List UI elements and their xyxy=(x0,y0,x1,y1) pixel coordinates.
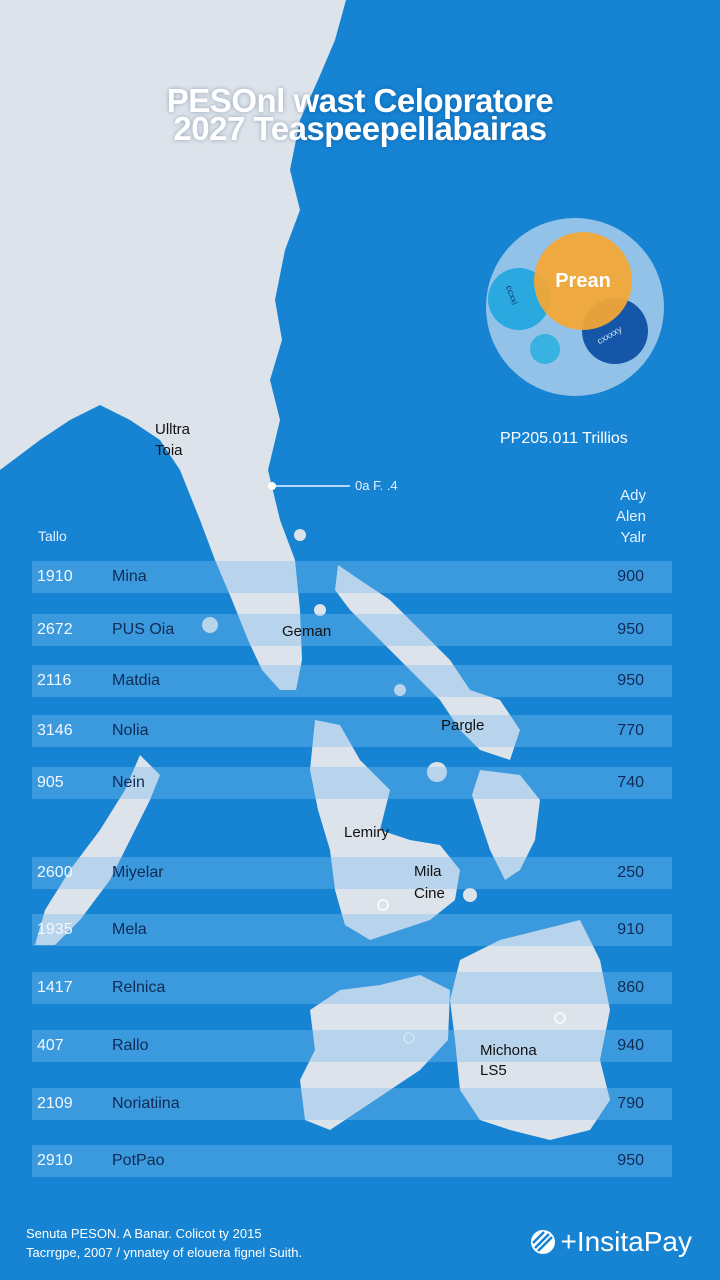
row-name: Matdia xyxy=(112,672,161,689)
row-value: 950 xyxy=(617,672,644,689)
row-band xyxy=(32,1088,672,1120)
table-row: 407 Rallo 940 xyxy=(32,1030,672,1062)
row-value: 770 xyxy=(617,722,644,739)
map-label-michona: Michona xyxy=(480,1042,537,1059)
map-label-lemiry: Lemiry xyxy=(344,824,390,841)
row-name: PUS Oia xyxy=(112,621,175,638)
row-year: 2109 xyxy=(37,1095,73,1112)
total-value: PP205.011 Trillios xyxy=(500,430,628,447)
brand-logo: +InsitaPay xyxy=(530,1226,692,1258)
map-label-mila: Mila xyxy=(414,863,442,880)
header-word: Yalr xyxy=(620,529,646,546)
row-band xyxy=(32,715,672,747)
map-label-toia: Toia xyxy=(155,442,183,459)
row-name: Relnica xyxy=(112,979,166,996)
table-row: 3146 Nolia 770 xyxy=(32,715,672,747)
row-band xyxy=(32,1030,672,1062)
row-name: Mela xyxy=(112,921,147,938)
table-row: 2600 Miyelar 250 xyxy=(32,857,672,889)
row-band xyxy=(32,665,672,697)
footer-note: Senuta PESON. A Banar. Colicot ty 2015 T… xyxy=(26,1224,302,1262)
footer-line-1: Senuta PESON. A Banar. Colicot ty 2015 xyxy=(26,1226,262,1241)
row-year: 905 xyxy=(37,774,64,791)
row-name: Nein xyxy=(112,774,145,791)
row-year: 1935 xyxy=(37,921,73,938)
row-year: 2672 xyxy=(37,621,73,638)
logo-text: +InsitaPay xyxy=(560,1226,692,1257)
row-year: 2116 xyxy=(37,672,72,689)
row-name: Rallo xyxy=(112,1037,149,1054)
row-band xyxy=(32,767,672,799)
row-name: Miyelar xyxy=(112,864,164,881)
venn-diagram: ccxxi cxxxxy Prean xyxy=(486,218,664,396)
row-year: 2910 xyxy=(37,1152,73,1169)
row-value: 950 xyxy=(617,1152,644,1169)
map-label-ultra: Ulltra xyxy=(155,421,191,438)
row-year: 407 xyxy=(37,1037,64,1054)
map-label-cine: Cine xyxy=(414,885,445,902)
table-row: 1910 Mina 900 xyxy=(32,561,672,593)
venn-circle-small xyxy=(530,334,560,364)
landmass-north xyxy=(0,0,346,690)
table-row: 1935 Mela 910 xyxy=(32,914,672,946)
row-value: 940 xyxy=(617,1037,644,1054)
column-header-right: Ady Alen Yalr xyxy=(616,485,646,548)
table-row: 2672 PUS Oia 950 xyxy=(32,614,672,646)
island-central xyxy=(310,720,460,940)
row-band xyxy=(32,614,672,646)
row-year: 1910 xyxy=(37,568,73,585)
row-name: Nolia xyxy=(112,722,149,739)
row-band xyxy=(32,857,672,889)
island-east-arm xyxy=(335,565,520,760)
row-band xyxy=(32,561,672,593)
row-value: 250 xyxy=(617,864,644,881)
row-value: 910 xyxy=(617,921,644,938)
row-band xyxy=(32,1145,672,1177)
venn-circle-main: Prean xyxy=(534,232,632,330)
row-name: Mina xyxy=(112,568,147,585)
table-row: 1417 Relnica 860 xyxy=(32,972,672,1004)
title-line-2: 2027 Teaspeepellabairas xyxy=(173,110,547,147)
venn-left-label: ccxxi xyxy=(503,283,521,307)
row-year: 2600 xyxy=(37,864,73,881)
row-value: 950 xyxy=(617,621,644,638)
title-line-1: PESOnl wast Celopratore xyxy=(166,82,554,119)
map-label-geman: Geman xyxy=(282,623,332,640)
row-value: 900 xyxy=(617,568,644,585)
callout-dot xyxy=(268,482,276,490)
callout-label: 0a F. .4 xyxy=(355,478,398,493)
row-name: PotPao xyxy=(112,1152,165,1169)
header-word: Ady xyxy=(620,487,646,504)
row-value: 790 xyxy=(617,1095,644,1112)
row-name: Noriatiina xyxy=(112,1095,180,1112)
globe-icon xyxy=(531,1230,556,1254)
column-header-left: Tallo xyxy=(38,528,67,544)
row-year: 1417 xyxy=(37,979,73,996)
map-label-ls5: LS5 xyxy=(480,1062,507,1079)
row-band xyxy=(32,972,672,1004)
row-band xyxy=(32,914,672,946)
island-south xyxy=(300,975,450,1130)
island-southeast xyxy=(450,920,610,1140)
venn-main-label: Prean xyxy=(555,269,611,292)
row-year: 3146 xyxy=(37,722,73,739)
row-value: 740 xyxy=(617,774,644,791)
row-value: 860 xyxy=(617,979,644,996)
table-row: 2910 PotPao 950 xyxy=(32,1145,672,1177)
table-row: 905 Nein 740 xyxy=(32,767,672,799)
venn-right-label: cxxxxy xyxy=(595,323,624,347)
island-east xyxy=(472,770,540,880)
footer-line-2: Tacrrgpe, 2007 / ynnatey of elouera fign… xyxy=(26,1245,303,1260)
map-label-pargle: Pargle xyxy=(441,717,485,734)
table-row: 2116 Matdia 950 xyxy=(32,665,672,697)
header-word: Alen xyxy=(615,508,646,525)
island-west xyxy=(35,755,160,945)
table-row: 2109 Noriatiina 790 xyxy=(32,1088,672,1120)
